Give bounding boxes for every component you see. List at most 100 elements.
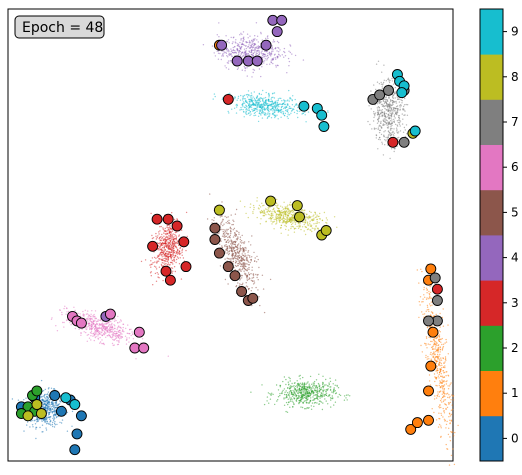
density-point [114, 321, 115, 322]
density-point [266, 59, 267, 60]
density-point [319, 213, 320, 214]
density-point [90, 324, 91, 325]
density-point [383, 82, 384, 83]
density-point [235, 265, 236, 266]
density-point [234, 256, 235, 257]
density-point [252, 47, 253, 48]
density-point [228, 220, 229, 221]
density-point [168, 262, 169, 263]
density-point [381, 142, 382, 143]
density-point [376, 134, 377, 135]
density-point [67, 431, 68, 432]
density-point [448, 404, 449, 405]
density-point [307, 408, 308, 409]
density-point [340, 395, 341, 396]
density-point [238, 234, 239, 235]
density-point [119, 321, 120, 322]
density-point [164, 231, 165, 232]
density-point [227, 246, 228, 247]
density-point [164, 247, 165, 248]
density-point [381, 110, 382, 111]
density-point [274, 404, 275, 405]
density-point [441, 360, 442, 361]
density-point [38, 419, 39, 420]
density-point [434, 342, 435, 343]
density-point [378, 116, 379, 117]
density-point [242, 44, 243, 45]
density-point [249, 257, 250, 258]
density-point [443, 308, 444, 309]
density-point [52, 418, 53, 419]
density-point [271, 51, 272, 52]
density-point [451, 414, 452, 415]
density-point [275, 59, 276, 60]
density-point [159, 230, 160, 231]
density-point [307, 229, 308, 230]
density-point [264, 212, 265, 213]
density-point [271, 98, 272, 99]
density-point [222, 54, 223, 55]
density-point [278, 54, 279, 55]
density-point [115, 339, 116, 340]
density-point [446, 341, 447, 342]
density-point [243, 38, 244, 39]
density-point [88, 334, 89, 335]
density-point [285, 411, 286, 412]
density-point [240, 266, 241, 267]
density-point [47, 408, 48, 409]
density-point [450, 402, 451, 403]
density-point [299, 384, 300, 385]
density-point [298, 225, 299, 226]
density-point [438, 377, 439, 378]
density-point [282, 212, 283, 213]
density-point [283, 108, 284, 109]
density-point [241, 240, 242, 241]
density-point [254, 282, 255, 283]
density-point [435, 378, 436, 379]
density-point [279, 218, 280, 219]
density-point [434, 381, 435, 382]
density-point [176, 239, 177, 240]
density-point [397, 124, 398, 125]
density-point [262, 50, 263, 51]
density-point [49, 406, 50, 407]
density-point [169, 227, 170, 228]
density-point [231, 243, 232, 244]
density-point [443, 381, 444, 382]
density-point [377, 103, 378, 104]
density-point [288, 58, 289, 59]
density-point [437, 351, 438, 352]
density-point [49, 421, 50, 422]
density-point [119, 327, 120, 328]
density-point [394, 114, 395, 115]
density-point [171, 239, 172, 240]
density-point [439, 359, 440, 360]
density-point [253, 207, 254, 208]
density-point [286, 396, 287, 397]
density-point [242, 109, 243, 110]
density-point [441, 415, 442, 416]
density-point [159, 243, 160, 244]
density-point [373, 117, 374, 118]
density-point [454, 464, 455, 465]
density-point [235, 254, 236, 255]
density-point [246, 257, 247, 258]
density-point [246, 278, 247, 279]
density-point [177, 243, 178, 244]
density-point [302, 384, 303, 385]
density-point [298, 226, 299, 227]
density-point [385, 137, 386, 138]
density-point [376, 137, 377, 138]
density-point [93, 314, 94, 315]
density-point [248, 250, 249, 251]
density-point [89, 322, 90, 323]
density-point [282, 390, 283, 391]
density-point [169, 225, 170, 226]
density-point [272, 215, 273, 216]
density-point [310, 397, 311, 398]
density-point [52, 422, 53, 423]
density-point [50, 404, 51, 405]
density-point [440, 376, 441, 377]
density-point [321, 401, 322, 402]
density-point [240, 248, 241, 249]
